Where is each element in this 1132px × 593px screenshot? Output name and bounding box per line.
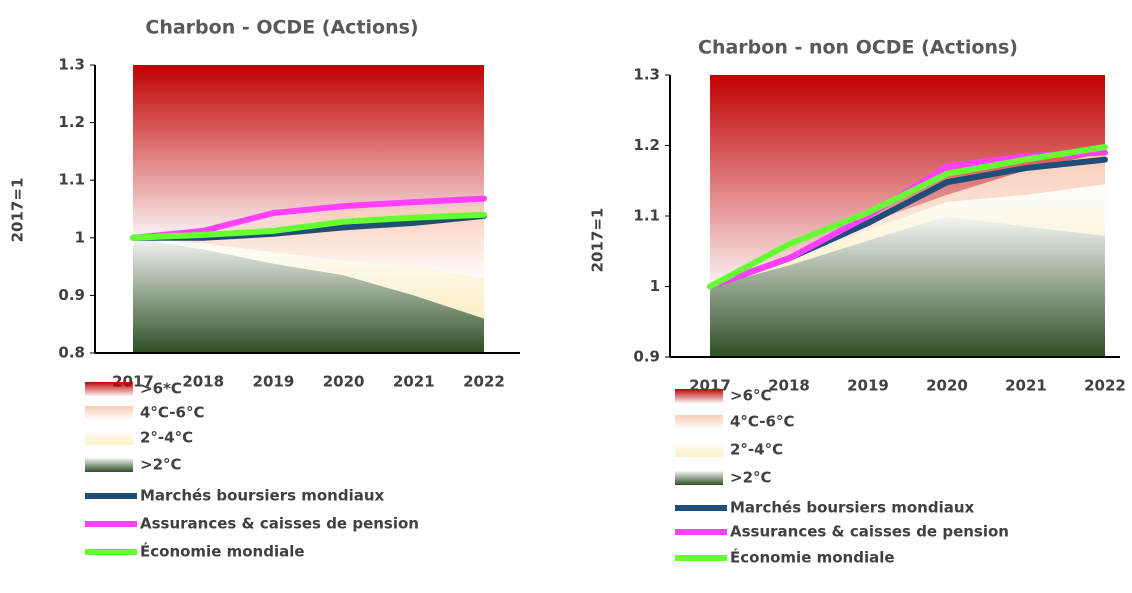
legend-label: >2°C	[140, 456, 182, 474]
y-tick-label: 1.1	[58, 171, 85, 189]
y-axis-label: 2017=1	[9, 178, 27, 243]
x-tick-label: 2020	[323, 373, 365, 391]
legend-label: Marchés boursiers mondiaux	[140, 487, 385, 505]
legend-swatch	[85, 458, 133, 472]
area-band	[710, 216, 1105, 357]
chart-title: Charbon - non OCDE (Actions)	[698, 37, 1018, 59]
legend-label: 4°C-6°C	[140, 404, 204, 422]
y-tick-label: 0.9	[633, 348, 660, 366]
x-tick-label: 2018	[768, 377, 810, 395]
y-tick-label: 1.2	[633, 136, 660, 154]
line	[707, 143, 1108, 290]
y-tick-label: 1	[650, 277, 660, 295]
y-tick-label: 1.3	[633, 66, 660, 84]
y-tick-label: 1.2	[58, 113, 85, 131]
legend-swatch	[675, 471, 723, 485]
chart-title: Charbon - OCDE (Actions)	[145, 17, 418, 39]
area-band	[133, 237, 484, 353]
legend-label: Économie mondiale	[730, 548, 895, 567]
y-tick-label: 0.9	[58, 286, 85, 304]
legend-swatch	[675, 389, 723, 403]
area-band	[133, 65, 484, 238]
x-tick-label: 2021	[393, 373, 435, 391]
legend-label: 2°-4°C	[730, 441, 783, 459]
legend-swatch	[675, 443, 723, 457]
area-band	[710, 152, 1105, 287]
line	[130, 195, 487, 241]
x-tick-label: 2019	[847, 377, 889, 395]
legend-swatch	[675, 415, 723, 429]
area-band	[133, 237, 484, 319]
legend-swatch	[85, 382, 133, 396]
y-tick-label: 1.3	[58, 56, 85, 74]
y-tick-label: 0.8	[58, 344, 85, 362]
legend-label: 4°C-6°C	[730, 413, 794, 431]
x-tick-label: 2018	[182, 373, 224, 391]
x-tick-label: 2021	[1005, 377, 1047, 395]
x-tick-label: 2019	[253, 373, 295, 391]
legend-label: >6°C	[730, 387, 772, 405]
legend-label: Assurances & caisses de pension	[140, 515, 419, 533]
legend-swatch	[85, 431, 133, 445]
legend-label: >2°C	[730, 469, 772, 487]
area-band	[710, 184, 1105, 287]
y-tick-label: 1	[75, 228, 85, 246]
x-tick-label: 2022	[1084, 377, 1126, 395]
legend-swatch	[85, 406, 133, 420]
legend-label: Marchés boursiers mondiaux	[730, 499, 975, 517]
y-tick-label: 1.1	[633, 207, 660, 225]
x-tick-label: 2020	[926, 377, 968, 395]
x-tick-label: 2022	[463, 373, 505, 391]
line	[130, 211, 487, 241]
legend-label: Économie mondiale	[140, 542, 305, 561]
y-axis-label: 2017=1	[589, 208, 607, 273]
legend-label: Assurances & caisses de pension	[730, 523, 1009, 541]
legend-label: 2°-4°C	[140, 429, 193, 447]
legend-label: >6*C	[140, 380, 182, 398]
